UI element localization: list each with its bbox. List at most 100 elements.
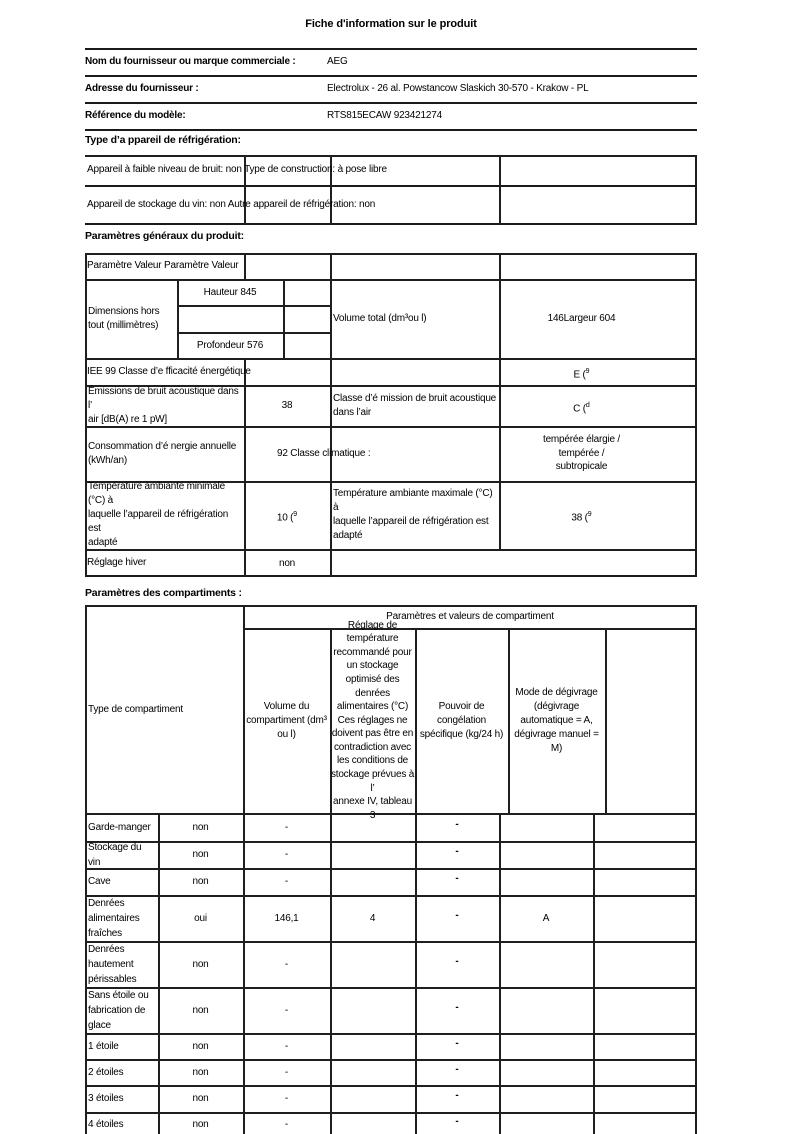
- total-volume-value: 146Largeur 604: [547, 313, 616, 324]
- compartment-volume: -: [284, 1004, 289, 1016]
- grid-line: [177, 279, 179, 358]
- grid-line: [593, 813, 595, 1134]
- compartment-volume: -: [284, 821, 289, 833]
- compartment-present: non: [192, 1118, 209, 1130]
- compartment-present: non: [192, 821, 209, 833]
- compartment-volume: -: [284, 1093, 289, 1104]
- compartment-freezing: -: [455, 818, 459, 830]
- compartment-defrost-mode: A: [542, 912, 550, 924]
- compartment-freezing: -: [455, 1090, 459, 1101]
- compartment-name: Cave: [88, 876, 111, 887]
- compartment-freezing: -: [455, 1001, 459, 1013]
- footnote-marker: 9: [293, 511, 298, 518]
- supplier-address-label: Adresse du fournisseur :: [85, 83, 199, 94]
- temp-min-label: Température ambiante minimale (°C) à laq…: [88, 481, 229, 548]
- grid-line: [499, 813, 501, 1134]
- grid-line: [85, 481, 697, 483]
- grid-line: [85, 155, 697, 157]
- compartment-present: non: [192, 1040, 209, 1052]
- grid-line: [85, 1085, 697, 1087]
- temp-min-value: 10 (9: [276, 511, 298, 524]
- general-section-title: Paramètres généraux du produit:: [85, 230, 244, 242]
- grid-line: [283, 279, 285, 358]
- footnote-marker: 9: [585, 368, 590, 375]
- footnote-marker: d: [585, 402, 590, 409]
- grid-line: [85, 1112, 697, 1114]
- grid-line: [85, 868, 697, 870]
- grid-line: [85, 102, 697, 104]
- compartments-table: Type de compartiment Paramètres et valeu…: [85, 605, 697, 1134]
- general-table: Paramètre Valeur Paramètre Valeur Dimens…: [85, 253, 697, 577]
- grid-line: [244, 253, 246, 279]
- supplier-table: Nom du fournisseur ou marque commerciale…: [85, 48, 697, 131]
- compartment-volume: -: [284, 849, 289, 860]
- grid-line: [695, 253, 697, 577]
- grid-line: [605, 628, 607, 813]
- compartment-name: 1 étoile: [88, 1040, 119, 1052]
- temp-max-label: Température ambiante maximale (°C) à laq…: [333, 488, 493, 541]
- grid-line: [243, 605, 245, 1134]
- column-header-defrost-mode: Mode de dégivrage (dégivrage automatique…: [514, 686, 599, 754]
- supplier-name-value: AEG: [327, 56, 348, 67]
- compartment-present: non: [192, 1093, 209, 1104]
- grid-line: [695, 605, 697, 1134]
- dimensions-depth: Profondeur 576: [196, 339, 264, 351]
- compartment-present: non: [192, 1004, 209, 1016]
- grid-line: [85, 358, 697, 360]
- grid-line: [177, 332, 330, 334]
- model-reference-value: RTS815ECAW 923421274: [327, 110, 442, 121]
- winter-setting-value: non: [278, 557, 296, 569]
- compartment-freezing: -: [455, 955, 459, 967]
- compartment-present: non: [192, 849, 209, 860]
- grid-line: [508, 628, 510, 813]
- energy-class-label: IEE 99 Classe d’e fficacité énergétique: [87, 366, 251, 377]
- dimensions-label: Dimensions hors tout (millimètres): [88, 305, 160, 331]
- type-table: Appareil à faible niveau de bruit: non T…: [85, 155, 697, 225]
- type-row-noise: Appareil à faible niveau de bruit: non T…: [87, 164, 387, 175]
- grid-line: [85, 841, 697, 843]
- compartment-volume: -: [284, 958, 289, 970]
- compartment-freezing: -: [455, 1063, 459, 1075]
- grid-line: [85, 223, 697, 225]
- total-volume-label: Volume total (dm³ou l): [333, 313, 427, 324]
- compartment-name: Stockage du vin: [88, 841, 142, 868]
- grid-line: [85, 426, 697, 428]
- grid-line: [85, 813, 697, 815]
- grid-line: [85, 605, 87, 1134]
- noise-emission-value: 38: [281, 400, 293, 411]
- grid-line: [695, 155, 697, 225]
- compartment-volume: -: [284, 876, 289, 887]
- compartment-name: Garde-manger: [88, 821, 151, 833]
- grid-line: [85, 605, 697, 607]
- compartment-present: non: [192, 1066, 209, 1078]
- grid-line: [85, 549, 697, 551]
- compartment-volume: -: [284, 1066, 289, 1078]
- footnote-marker: 9: [587, 511, 592, 518]
- compartment-name: Denrées hautement périssables: [88, 943, 137, 985]
- type-row-wine: Appareil de stockage du vin: non Autre a…: [87, 199, 376, 210]
- grid-line: [85, 129, 697, 131]
- grid-line: [85, 895, 697, 897]
- compartment-name: 3 étoiles: [88, 1093, 124, 1104]
- grid-line: [330, 628, 332, 1134]
- grid-line: [499, 253, 501, 549]
- grid-line: [85, 48, 697, 50]
- compartment-present: oui: [194, 912, 207, 924]
- compartment-name: Sans étoile ou fabrication de glace: [88, 989, 149, 1031]
- compartment-temp-setting: 4: [369, 912, 376, 924]
- compartment-volume: 146,1: [274, 912, 299, 924]
- climate-class-value: tempérée élargie / tempérée / subtropica…: [542, 434, 620, 473]
- grid-line: [85, 185, 697, 187]
- compartment-name: Denrées alimentaires fraîches: [88, 897, 140, 939]
- grid-line: [158, 813, 160, 1134]
- grid-line: [85, 279, 697, 281]
- param-header: Paramètre Valeur Paramètre Valeur: [87, 260, 239, 271]
- column-header-volume: Volume du compartiment (dm³ ou l): [246, 700, 327, 740]
- grid-line: [85, 987, 697, 989]
- temp-max-value: 38 (9: [571, 511, 592, 524]
- grid-line: [415, 628, 417, 1134]
- climate-class-label: 92 Classe climatique :: [277, 448, 371, 459]
- grid-line: [85, 253, 87, 577]
- compartment-present: non: [192, 958, 209, 970]
- dimensions-height: Hauteur 845: [203, 286, 257, 298]
